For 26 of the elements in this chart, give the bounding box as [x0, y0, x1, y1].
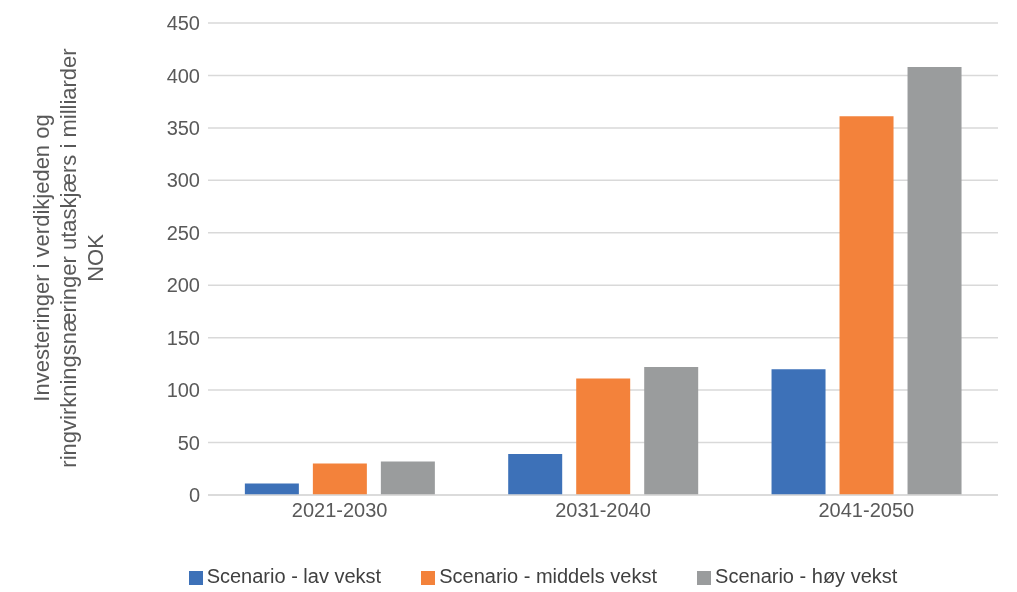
x-tick-label: 2021-2030	[291, 499, 388, 522]
bar	[508, 454, 563, 495]
bar	[380, 461, 435, 495]
y-tick-label: 350	[166, 116, 200, 139]
bar	[907, 67, 962, 495]
y-tick-label: 450	[166, 12, 200, 35]
legend-label: Scenario - høy vekst	[715, 565, 898, 587]
y-tick-label: 400	[166, 64, 200, 87]
bar	[771, 369, 826, 495]
y-tick-label: 50	[177, 431, 200, 454]
y-tick-label: 250	[166, 221, 200, 244]
y-tick-label: 0	[188, 484, 200, 507]
y-tick-label: 100	[166, 379, 200, 402]
y-axis-title: Investeringer i verdikjeden og ringvirkningsnæringer utaskjærs i milliarder NOK	[27, 48, 109, 468]
legend-label: Scenario - middels vekst	[439, 565, 658, 587]
x-tick-label: 2031-2040	[555, 499, 651, 522]
x-tick-label: 2041-2050	[818, 499, 915, 522]
bar	[644, 367, 699, 495]
bar	[839, 116, 894, 495]
y-tick-label: 200	[166, 274, 200, 297]
y-tick-label: 300	[166, 169, 200, 192]
bar	[576, 378, 631, 495]
bar	[312, 463, 367, 495]
y-tick-label: 150	[166, 326, 200, 349]
legend-label: Scenario - lav vekst	[206, 565, 382, 587]
bar	[244, 483, 299, 495]
